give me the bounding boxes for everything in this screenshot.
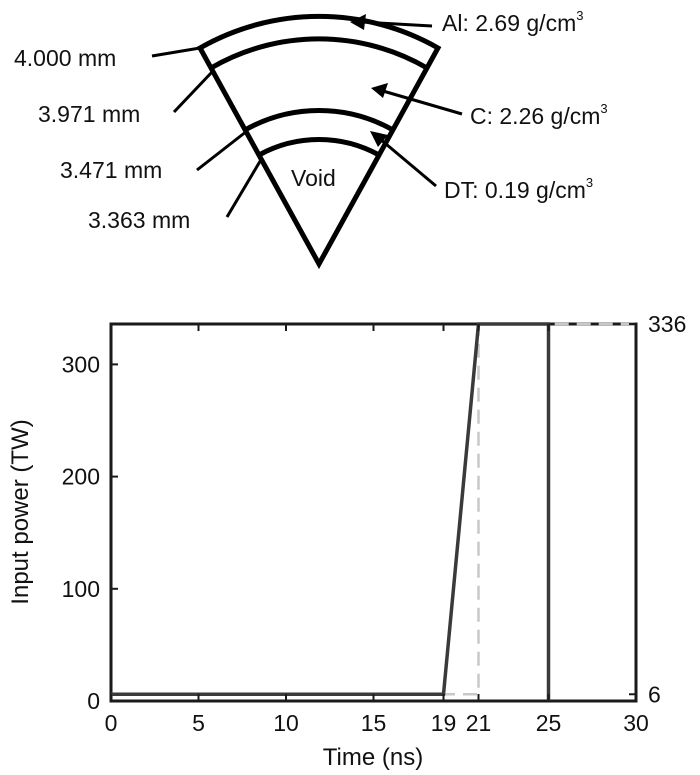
y-tick-label: 100 xyxy=(62,576,100,602)
boundary-arc-3363 xyxy=(257,137,381,158)
x-tick-label: 10 xyxy=(273,710,299,736)
y-right-tick-label: 6 xyxy=(648,681,661,707)
x-axis-label: Time (ns) xyxy=(323,744,423,771)
material-label-c: C: 2.26 g/cm3 xyxy=(470,101,608,129)
leader-3471 xyxy=(196,129,248,172)
y-tick-label: 300 xyxy=(62,351,100,377)
void-label: Void xyxy=(291,165,336,191)
material-label-dt: DT: 0.19 g/cm3 xyxy=(444,175,593,203)
series-layer xyxy=(111,322,636,701)
x-tick-label: 5 xyxy=(192,710,205,736)
material-label-al: Al: 2.69 g/cm3 xyxy=(442,8,583,36)
leader-3363 xyxy=(225,157,264,218)
series-solid-line xyxy=(111,322,551,701)
plot-frame xyxy=(109,322,638,703)
x-tick-label: 25 xyxy=(536,710,562,736)
x-tick-label: 0 xyxy=(105,710,118,736)
arrow-c xyxy=(371,83,463,116)
radius-label-3363: 3.363 mm xyxy=(88,207,190,233)
x-tick-label: 19 xyxy=(431,710,457,736)
boundary-arc-3971 xyxy=(209,36,429,71)
radius-label-3471: 3.471 mm xyxy=(60,157,162,183)
y-tick-label: 0 xyxy=(87,688,100,714)
y-right-tick-label: 336 xyxy=(648,311,686,337)
arrow-dt xyxy=(370,131,437,188)
y-axis-label: Input power (TW) xyxy=(7,419,34,604)
radius-label-3971: 3.971 mm xyxy=(38,101,140,127)
series-dashed-line xyxy=(111,322,636,696)
boundary-arc-3471 xyxy=(243,107,395,133)
radius-label-4000: 4.000 mm xyxy=(14,45,116,71)
capsule-diagram: 4.000 mm 3.971 mm 3.471 mm 3.363 mm Void… xyxy=(14,8,608,270)
wedge-outline xyxy=(196,13,442,270)
x-tick-label: 30 xyxy=(623,710,649,736)
x-tick-label: 21 xyxy=(466,710,492,736)
arrow-al xyxy=(350,14,433,30)
x-tick-label: 15 xyxy=(361,710,387,736)
leader-4000 xyxy=(151,46,201,58)
y-tick-label: 200 xyxy=(62,464,100,490)
leader-3971 xyxy=(172,70,214,114)
